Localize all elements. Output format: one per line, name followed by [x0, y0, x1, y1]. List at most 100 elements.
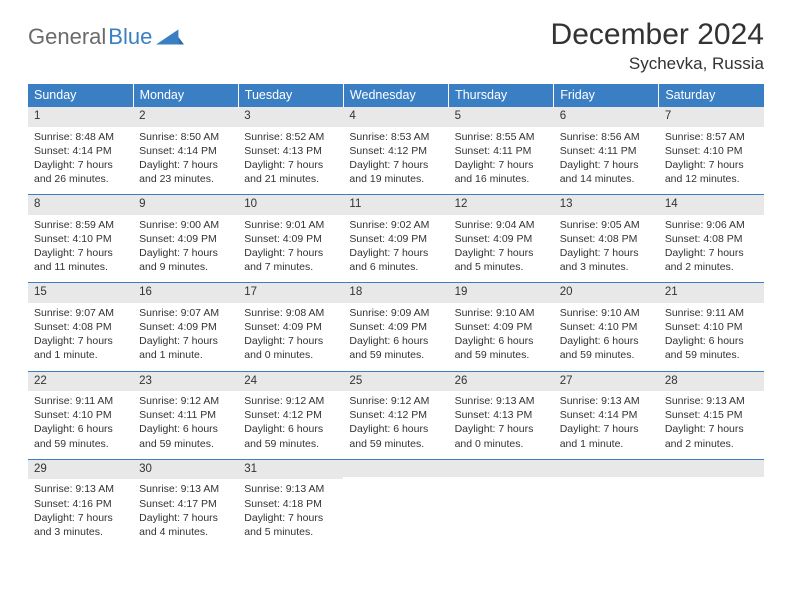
calendar-day-cell: 27Sunrise: 9:13 AMSunset: 4:14 PMDayligh…	[554, 371, 659, 459]
daylight-line: Daylight: 7 hours and 6 minutes.	[349, 246, 442, 274]
day-number: 14	[659, 195, 764, 215]
day-number: 23	[133, 372, 238, 392]
sunrise-line: Sunrise: 9:08 AM	[244, 306, 337, 320]
location-label: Sychevka, Russia	[551, 54, 764, 74]
sunrise-line: Sunrise: 9:12 AM	[244, 394, 337, 408]
sunrise-line: Sunrise: 9:13 AM	[244, 482, 337, 496]
daylight-line: Daylight: 6 hours and 59 minutes.	[244, 422, 337, 450]
weekday-header: Thursday	[449, 84, 554, 107]
calendar-day-cell: 8Sunrise: 8:59 AMSunset: 4:10 PMDaylight…	[28, 195, 133, 283]
weekday-header: Friday	[554, 84, 659, 107]
day-number: 16	[133, 283, 238, 303]
daylight-line: Daylight: 6 hours and 59 minutes.	[560, 334, 653, 362]
day-details: Sunrise: 9:01 AMSunset: 4:09 PMDaylight:…	[238, 215, 343, 283]
sunset-line: Sunset: 4:18 PM	[244, 497, 337, 511]
weekday-header: Monday	[133, 84, 238, 107]
calendar-day-cell: 31Sunrise: 9:13 AMSunset: 4:18 PMDayligh…	[238, 459, 343, 547]
day-number: 6	[554, 107, 659, 127]
sunrise-line: Sunrise: 9:13 AM	[560, 394, 653, 408]
calendar-day-cell: 10Sunrise: 9:01 AMSunset: 4:09 PMDayligh…	[238, 195, 343, 283]
calendar-day-cell: 12Sunrise: 9:04 AMSunset: 4:09 PMDayligh…	[449, 195, 554, 283]
day-details: Sunrise: 8:53 AMSunset: 4:12 PMDaylight:…	[343, 127, 448, 195]
daylight-line: Daylight: 7 hours and 0 minutes.	[244, 334, 337, 362]
sunrise-line: Sunrise: 9:12 AM	[139, 394, 232, 408]
sunrise-line: Sunrise: 9:02 AM	[349, 218, 442, 232]
sunrise-line: Sunrise: 8:59 AM	[34, 218, 127, 232]
sunset-line: Sunset: 4:10 PM	[34, 408, 127, 422]
day-number: 3	[238, 107, 343, 127]
day-details: Sunrise: 9:06 AMSunset: 4:08 PMDaylight:…	[659, 215, 764, 283]
day-details: Sunrise: 9:04 AMSunset: 4:09 PMDaylight:…	[449, 215, 554, 283]
day-details: Sunrise: 9:13 AMSunset: 4:13 PMDaylight:…	[449, 391, 554, 459]
day-details: Sunrise: 9:12 AMSunset: 4:12 PMDaylight:…	[343, 391, 448, 459]
daylight-line: Daylight: 7 hours and 1 minute.	[139, 334, 232, 362]
day-number: 7	[659, 107, 764, 127]
day-details: Sunrise: 8:59 AMSunset: 4:10 PMDaylight:…	[28, 215, 133, 283]
daylight-line: Daylight: 7 hours and 14 minutes.	[560, 158, 653, 186]
calendar-empty-cell	[343, 459, 448, 547]
sunset-line: Sunset: 4:13 PM	[244, 144, 337, 158]
calendar-empty-cell	[659, 459, 764, 547]
calendar-table: SundayMondayTuesdayWednesdayThursdayFrid…	[28, 84, 764, 547]
sunrise-line: Sunrise: 9:00 AM	[139, 218, 232, 232]
day-details: Sunrise: 9:02 AMSunset: 4:09 PMDaylight:…	[343, 215, 448, 283]
logo: GeneralBlue	[28, 18, 184, 50]
calendar-day-cell: 4Sunrise: 8:53 AMSunset: 4:12 PMDaylight…	[343, 107, 448, 195]
daylight-line: Daylight: 7 hours and 3 minutes.	[560, 246, 653, 274]
day-details: Sunrise: 8:48 AMSunset: 4:14 PMDaylight:…	[28, 127, 133, 195]
title-block: December 2024 Sychevka, Russia	[551, 18, 764, 74]
weekday-header: Saturday	[659, 84, 764, 107]
daylight-line: Daylight: 7 hours and 2 minutes.	[665, 246, 758, 274]
daylight-line: Daylight: 7 hours and 1 minute.	[34, 334, 127, 362]
calendar-day-cell: 23Sunrise: 9:12 AMSunset: 4:11 PMDayligh…	[133, 371, 238, 459]
day-number: 27	[554, 372, 659, 392]
sunset-line: Sunset: 4:08 PM	[665, 232, 758, 246]
daylight-line: Daylight: 6 hours and 59 minutes.	[665, 334, 758, 362]
day-number: 13	[554, 195, 659, 215]
day-details: Sunrise: 9:10 AMSunset: 4:10 PMDaylight:…	[554, 303, 659, 371]
sunset-line: Sunset: 4:09 PM	[455, 320, 548, 334]
calendar-week-row: 1Sunrise: 8:48 AMSunset: 4:14 PMDaylight…	[28, 107, 764, 195]
calendar-day-cell: 25Sunrise: 9:12 AMSunset: 4:12 PMDayligh…	[343, 371, 448, 459]
sunset-line: Sunset: 4:17 PM	[139, 497, 232, 511]
calendar-day-cell: 5Sunrise: 8:55 AMSunset: 4:11 PMDaylight…	[449, 107, 554, 195]
day-details: Sunrise: 8:56 AMSunset: 4:11 PMDaylight:…	[554, 127, 659, 195]
day-details: Sunrise: 9:08 AMSunset: 4:09 PMDaylight:…	[238, 303, 343, 371]
daylight-line: Daylight: 7 hours and 23 minutes.	[139, 158, 232, 186]
sunrise-line: Sunrise: 8:48 AM	[34, 130, 127, 144]
daylight-line: Daylight: 7 hours and 5 minutes.	[455, 246, 548, 274]
daylight-line: Daylight: 7 hours and 16 minutes.	[455, 158, 548, 186]
calendar-day-cell: 16Sunrise: 9:07 AMSunset: 4:09 PMDayligh…	[133, 283, 238, 371]
sunset-line: Sunset: 4:12 PM	[349, 408, 442, 422]
header: GeneralBlue December 2024 Sychevka, Russ…	[28, 18, 764, 74]
calendar-day-cell: 9Sunrise: 9:00 AMSunset: 4:09 PMDaylight…	[133, 195, 238, 283]
sunrise-line: Sunrise: 9:13 AM	[139, 482, 232, 496]
sunrise-line: Sunrise: 9:01 AM	[244, 218, 337, 232]
sunrise-line: Sunrise: 9:13 AM	[455, 394, 548, 408]
weekday-header: Wednesday	[343, 84, 448, 107]
calendar-week-row: 29Sunrise: 9:13 AMSunset: 4:16 PMDayligh…	[28, 459, 764, 547]
day-number: 5	[449, 107, 554, 127]
calendar-day-cell: 21Sunrise: 9:11 AMSunset: 4:10 PMDayligh…	[659, 283, 764, 371]
day-number: 11	[343, 195, 448, 215]
sunset-line: Sunset: 4:10 PM	[665, 144, 758, 158]
calendar-week-row: 22Sunrise: 9:11 AMSunset: 4:10 PMDayligh…	[28, 371, 764, 459]
calendar-empty-cell	[449, 459, 554, 547]
weekday-header: Sunday	[28, 84, 133, 107]
day-details: Sunrise: 8:55 AMSunset: 4:11 PMDaylight:…	[449, 127, 554, 195]
sunrise-line: Sunrise: 9:12 AM	[349, 394, 442, 408]
sunset-line: Sunset: 4:09 PM	[244, 320, 337, 334]
day-number: 18	[343, 283, 448, 303]
day-number: 26	[449, 372, 554, 392]
day-details: Sunrise: 8:50 AMSunset: 4:14 PMDaylight:…	[133, 127, 238, 195]
logo-text-gray: General	[28, 24, 106, 50]
sunrise-line: Sunrise: 8:57 AM	[665, 130, 758, 144]
calendar-header: SundayMondayTuesdayWednesdayThursdayFrid…	[28, 84, 764, 107]
day-details: Sunrise: 9:00 AMSunset: 4:09 PMDaylight:…	[133, 215, 238, 283]
calendar-day-cell: 28Sunrise: 9:13 AMSunset: 4:15 PMDayligh…	[659, 371, 764, 459]
daylight-line: Daylight: 7 hours and 19 minutes.	[349, 158, 442, 186]
sunrise-line: Sunrise: 9:04 AM	[455, 218, 548, 232]
sunset-line: Sunset: 4:14 PM	[560, 408, 653, 422]
daylight-line: Daylight: 7 hours and 9 minutes.	[139, 246, 232, 274]
calendar-day-cell: 29Sunrise: 9:13 AMSunset: 4:16 PMDayligh…	[28, 459, 133, 547]
